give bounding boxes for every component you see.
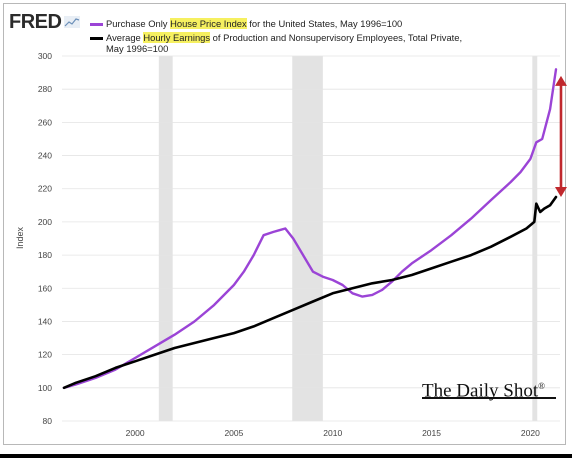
recession-band xyxy=(532,56,538,421)
y-axis-label: Index xyxy=(15,226,25,249)
x-tick-label: 2010 xyxy=(323,428,342,438)
y-tick-label: 180 xyxy=(38,250,52,260)
y-tick-label: 200 xyxy=(38,217,52,227)
legend-label-hourly-earnings-line2: May 1996=100 xyxy=(106,43,169,54)
series-line-hourly-earnings xyxy=(62,195,558,390)
legend-swatch-hourly-earnings xyxy=(90,37,103,40)
gap-double-arrow xyxy=(554,75,567,198)
x-tick-label: 2005 xyxy=(224,428,243,438)
legend-highlight: Hourly Earnings xyxy=(143,32,211,43)
chart-frame xyxy=(3,3,566,445)
x-tick-label: 2020 xyxy=(521,428,540,438)
legend-swatch-house-price xyxy=(90,23,103,26)
y-tick-label: 240 xyxy=(38,151,52,161)
legend-highlight: House Price Index xyxy=(170,18,247,29)
x-tick-label: 2015 xyxy=(422,428,441,438)
legend-text-part: of Production and Nonsupervisory Employe… xyxy=(210,32,463,43)
watermark-text: The Daily Shot xyxy=(422,380,539,402)
legend-label-hourly-earnings: Average Hourly Earnings of Production an… xyxy=(106,32,462,43)
y-tick-label: 300 xyxy=(38,51,52,61)
bottom-divider xyxy=(0,454,572,458)
y-tick-label: 100 xyxy=(38,383,52,393)
y-tick-label: 120 xyxy=(38,350,52,360)
legend-label-house-price: Purchase Only House Price Index for the … xyxy=(106,18,402,29)
y-tick-label: 80 xyxy=(43,416,53,426)
legend-text-part: Purchase Only xyxy=(106,18,171,29)
y-tick-label: 280 xyxy=(38,84,52,94)
line-chart-icon xyxy=(64,16,81,28)
y-tick-label: 260 xyxy=(38,117,52,127)
y-tick-label: 220 xyxy=(38,184,52,194)
daily-shot-watermark: The Daily Shot® xyxy=(422,376,545,401)
y-tick-label: 140 xyxy=(38,316,52,326)
legend-text-part: Average xyxy=(106,32,144,43)
fred-logo: FRED xyxy=(9,11,81,33)
legend-text-part: for the United States, May 1996=100 xyxy=(246,18,403,29)
y-tick-label: 160 xyxy=(38,283,52,293)
registered-mark: ® xyxy=(538,381,545,391)
x-tick-label: 2000 xyxy=(126,428,145,438)
series-line-house-price xyxy=(62,68,558,389)
recession-band xyxy=(158,56,173,421)
watermark-underline xyxy=(422,397,556,399)
fred-logo-text: FRED xyxy=(9,11,62,33)
recession-band xyxy=(292,56,323,421)
